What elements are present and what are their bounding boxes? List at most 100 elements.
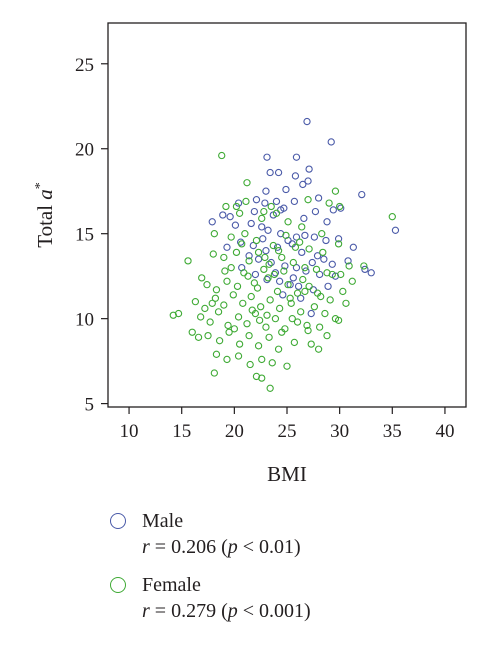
point-female-121 bbox=[248, 306, 256, 314]
y-tick-label-15: 15 bbox=[75, 225, 94, 246]
legend-entry-male: Male r = 0.206 (p < 0.01) bbox=[108, 508, 311, 560]
point-female-129 bbox=[291, 243, 300, 251]
point-female-46 bbox=[233, 282, 242, 291]
point-female-101 bbox=[212, 350, 221, 358]
point-male-9 bbox=[299, 180, 307, 189]
point-female-55 bbox=[326, 296, 334, 304]
point-female-0 bbox=[218, 151, 226, 160]
x-tick-label-15: 15 bbox=[172, 421, 191, 442]
point-female-108 bbox=[210, 369, 218, 377]
point-male-55 bbox=[315, 270, 324, 279]
point-female-82 bbox=[271, 314, 280, 323]
point-female-99 bbox=[307, 340, 315, 348]
point-male-14 bbox=[252, 196, 261, 204]
x-tick-label-20: 20 bbox=[225, 421, 244, 442]
point-female-97 bbox=[274, 345, 283, 353]
point-female-113 bbox=[250, 279, 259, 287]
point-female-91 bbox=[215, 337, 224, 345]
point-female-15 bbox=[325, 199, 333, 207]
point-male-36 bbox=[349, 243, 357, 251]
series-female bbox=[169, 151, 396, 392]
point-female-58 bbox=[201, 304, 209, 313]
y-axis: 5 10 15 20 25 bbox=[75, 55, 108, 416]
point-male-57 bbox=[361, 265, 369, 274]
point-male-79 bbox=[286, 281, 294, 289]
point-female-89 bbox=[194, 333, 203, 341]
point-female-126 bbox=[328, 270, 336, 279]
point-male-47 bbox=[344, 257, 352, 265]
point-female-26 bbox=[345, 262, 353, 270]
x-axis: 10 15 20 25 30 35 40 bbox=[120, 407, 454, 442]
legend-stat-female: r = 0.279 (p < 0.001) bbox=[142, 600, 311, 622]
point-female-42 bbox=[348, 277, 356, 285]
point-male-61 bbox=[263, 275, 271, 284]
point-female-122 bbox=[263, 311, 271, 319]
legend-label-male: Male bbox=[142, 510, 184, 532]
point-male-53 bbox=[302, 267, 310, 275]
legend: Male r = 0.206 (p < 0.01) Female r = 0.2… bbox=[108, 508, 311, 636]
point-female-93 bbox=[235, 340, 244, 348]
point-male-4 bbox=[305, 165, 313, 173]
point-female-132 bbox=[221, 267, 229, 275]
legend-stat-male: r = 0.206 (p < 0.01) bbox=[142, 536, 301, 558]
point-male-54 bbox=[308, 258, 316, 267]
point-female-1 bbox=[243, 179, 251, 187]
legend-marker-female bbox=[110, 577, 126, 593]
point-male-62 bbox=[275, 277, 284, 285]
point-female-11 bbox=[272, 209, 281, 217]
point-female-133 bbox=[208, 299, 216, 307]
scatter-chart: 10 15 20 25 30 35 40 5 10 15 20 25 BMI Total a* bbox=[33, 22, 467, 486]
point-female-56 bbox=[339, 287, 347, 296]
y-tick-label-5: 5 bbox=[85, 395, 95, 416]
point-female-37 bbox=[289, 258, 297, 267]
point-male-28 bbox=[247, 219, 255, 228]
point-male-5 bbox=[266, 168, 274, 177]
point-male-35 bbox=[334, 235, 343, 243]
point-male-15 bbox=[261, 199, 269, 207]
point-female-3 bbox=[267, 202, 275, 211]
point-female-13 bbox=[298, 223, 306, 231]
point-female-103 bbox=[234, 352, 243, 360]
point-female-24 bbox=[319, 248, 327, 257]
point-female-16 bbox=[210, 230, 218, 238]
data-points bbox=[169, 117, 400, 392]
point-male-71 bbox=[271, 269, 280, 277]
point-male-2 bbox=[263, 153, 271, 161]
point-female-106 bbox=[268, 359, 276, 367]
point-female-5 bbox=[331, 187, 340, 195]
point-female-14 bbox=[318, 230, 326, 238]
series-male bbox=[208, 117, 400, 318]
point-female-69 bbox=[310, 303, 319, 311]
point-male-19 bbox=[219, 211, 227, 219]
point-female-28 bbox=[184, 257, 192, 265]
point-female-137 bbox=[303, 321, 311, 330]
point-female-59 bbox=[211, 294, 220, 302]
legend-entry-female: Female r = 0.279 (p < 0.001) bbox=[108, 572, 311, 624]
point-male-18 bbox=[337, 204, 345, 212]
point-female-131 bbox=[260, 207, 268, 216]
point-female-62 bbox=[239, 299, 247, 307]
point-female-12 bbox=[284, 218, 292, 226]
point-female-139 bbox=[342, 299, 350, 307]
point-female-21 bbox=[282, 231, 290, 240]
point-male-3 bbox=[292, 153, 301, 161]
point-female-90 bbox=[204, 331, 212, 340]
point-male-27 bbox=[231, 221, 240, 229]
point-female-32 bbox=[232, 248, 241, 257]
point-female-107 bbox=[283, 362, 291, 370]
point-male-39 bbox=[249, 241, 257, 250]
point-female-17 bbox=[227, 233, 235, 241]
point-female-49 bbox=[264, 274, 272, 282]
y-tick-label-10: 10 bbox=[75, 310, 94, 331]
point-female-20 bbox=[269, 241, 277, 250]
point-female-138 bbox=[323, 331, 331, 340]
point-male-38 bbox=[237, 238, 245, 246]
point-female-124 bbox=[301, 287, 309, 296]
point-female-102 bbox=[223, 355, 231, 364]
point-male-20 bbox=[226, 213, 234, 221]
x-tick-label-10: 10 bbox=[120, 421, 139, 442]
point-male-11 bbox=[282, 185, 290, 194]
point-female-8 bbox=[222, 202, 230, 211]
point-male-51 bbox=[281, 262, 289, 270]
point-female-68 bbox=[297, 308, 305, 316]
